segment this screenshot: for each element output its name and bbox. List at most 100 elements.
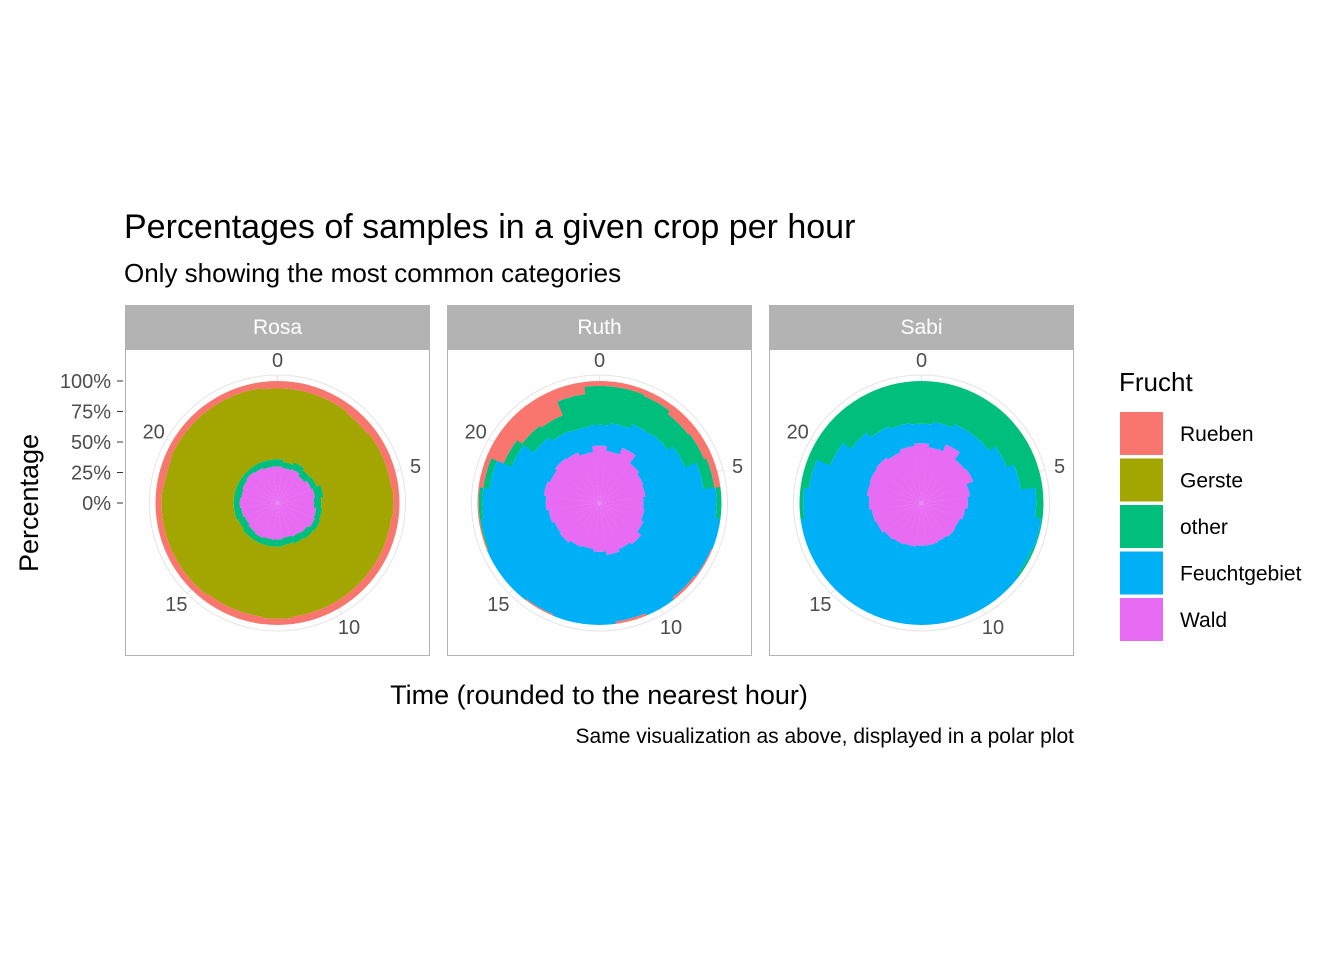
theta-tick-label: 10: [982, 617, 1004, 639]
bar-segment-feuchtgebiet: [642, 462, 704, 498]
bar-segment-wald: [899, 446, 922, 503]
bar-segment-other: [479, 518, 490, 550]
bar-segment-gerste: [302, 412, 368, 478]
theta-tick-label: 0: [594, 350, 605, 372]
bar-segment-rueben: [614, 613, 647, 624]
bar-segment-feuchtgebiet: [589, 424, 610, 447]
bar-segment-other: [236, 476, 248, 489]
bar-segment-feuchtgebiet: [830, 442, 878, 482]
bar-segment-feuchtgebiet: [965, 446, 1008, 482]
theta-tick-label: 0: [916, 350, 927, 372]
bar-segment-wald: [579, 452, 600, 503]
bar-segment-rueben: [180, 406, 208, 433]
theta-tick-label: 5: [410, 456, 421, 478]
bar-segment-wald: [246, 471, 278, 503]
bar-segment-wald: [913, 443, 930, 503]
legend: Frucht Rueben Gerste other Feuchtgebiet Wald: [1119, 367, 1302, 641]
bar-segment-rueben: [164, 428, 186, 459]
bar-segment-wald: [277, 503, 300, 537]
bar-segment-gerste: [162, 508, 237, 548]
bar-segment-feuchtgebiet: [803, 487, 870, 519]
bar-segment-other: [250, 462, 264, 474]
bar-segment-wald: [599, 503, 642, 545]
theta-tick-label: 5: [1054, 456, 1065, 478]
bar-segment-feuchtgebiet: [890, 423, 915, 451]
bar-segment-wald: [921, 503, 956, 537]
bar-segment-gerste: [320, 458, 392, 498]
bar-segment-other: [847, 390, 890, 438]
bar-segment-wald: [554, 503, 600, 533]
bar-segment-rueben: [614, 382, 647, 395]
bar-segment-wald: [599, 503, 644, 533]
bar-segment-feuchtgebiet: [800, 509, 876, 550]
bar-segment-rueben: [383, 456, 399, 489]
bar-segment-wald: [242, 479, 278, 503]
bar-segment-other: [271, 539, 284, 547]
bar-segment-feuchtgebiet: [928, 421, 953, 452]
theta-tick-label: 0: [272, 350, 283, 372]
bar-segment-feuchtgebiet: [910, 423, 933, 444]
bar-segment-other: [233, 507, 244, 520]
bar-segment-other: [291, 531, 305, 544]
bar-segment-gerste: [206, 395, 261, 469]
bar-segment-feuchtgebiet: [954, 518, 1033, 576]
bar-segment-rueben: [672, 575, 697, 600]
bar-segment-gerste: [319, 508, 392, 548]
bar-segment-rueben: [230, 382, 263, 397]
bar-segment-rueben: [502, 406, 541, 444]
theta-tick-label: 10: [338, 617, 360, 639]
bar-segment-rueben: [392, 486, 400, 520]
bar-segment-rueben: [347, 572, 375, 600]
bar-segment-other: [652, 413, 689, 451]
bar-segment-wald: [248, 503, 278, 533]
bar-segment-feuchtgebiet: [629, 434, 669, 473]
bar-segment-wald: [599, 503, 620, 556]
bar-segment-other: [1013, 456, 1043, 491]
bar-segment-feuchtgebiet: [954, 435, 990, 470]
bar-segment-wald: [921, 444, 961, 503]
bar-segment-feuchtgebiet: [962, 508, 1042, 550]
facet-panels: Rosa 0 5 10 15 20 Ruth 0 5 10 15 20 Sabi 0 5 10 15 20: [125, 305, 1074, 656]
theta-tick-label: 10: [660, 617, 682, 639]
bar-segment-feuchtgebiet: [945, 424, 974, 453]
legend-items: Rueben Gerste other Feuchtgebiet Wald: [1120, 412, 1302, 641]
chart-title: Percentages of samples in a given crop p…: [124, 208, 855, 246]
bar-segment-wald: [254, 503, 278, 538]
bar-segment-rueben: [525, 598, 554, 616]
bar-segment-other: [478, 487, 484, 519]
bar-segment-rueben: [321, 390, 352, 413]
bar-segment-other: [541, 415, 570, 442]
bar-segment-other: [521, 425, 550, 453]
bar-segment-wald: [277, 467, 292, 503]
chart-subtitle: Only showing the most common categories: [124, 258, 621, 288]
bar-segment-wald: [277, 488, 316, 503]
bar-segment-rueben: [477, 486, 480, 520]
legend-key-other: [1120, 505, 1163, 548]
bar-segment-feuchtgebiet: [637, 446, 686, 485]
bar-segment-wald: [921, 503, 938, 546]
x-axis-title: Time (rounded to the nearest hour): [390, 680, 808, 710]
bar-segment-other: [313, 497, 322, 509]
y-tick-label: 25%: [71, 463, 111, 485]
bar-segment-feuchtgebiet: [967, 487, 1037, 519]
bar-segment-wald: [599, 497, 644, 509]
bar-segment-wald: [869, 496, 922, 510]
bar-segment-other: [632, 395, 671, 436]
bar-segment-rueben: [292, 608, 325, 624]
bar-segment-other: [260, 459, 273, 470]
bar-segment-other: [260, 536, 273, 547]
bar-segment-other: [715, 486, 722, 520]
bar-segment-wald: [554, 458, 600, 503]
bar-segment-other: [1035, 486, 1044, 520]
bar-segment-feuchtgebiet: [847, 538, 905, 616]
bar-segment-rueben: [321, 593, 352, 616]
y-tick-label: 100%: [60, 371, 111, 393]
theta-tick-label: 15: [487, 594, 509, 616]
bar-segment-rueben: [261, 381, 294, 390]
bar-segment-gerste: [170, 432, 243, 487]
bar-segment-rueben: [368, 428, 391, 460]
bar-segment-wald: [599, 473, 644, 503]
bar-segment-rueben: [478, 518, 489, 550]
bar-segment-wald: [921, 503, 947, 542]
bar-segment-other: [696, 458, 715, 490]
